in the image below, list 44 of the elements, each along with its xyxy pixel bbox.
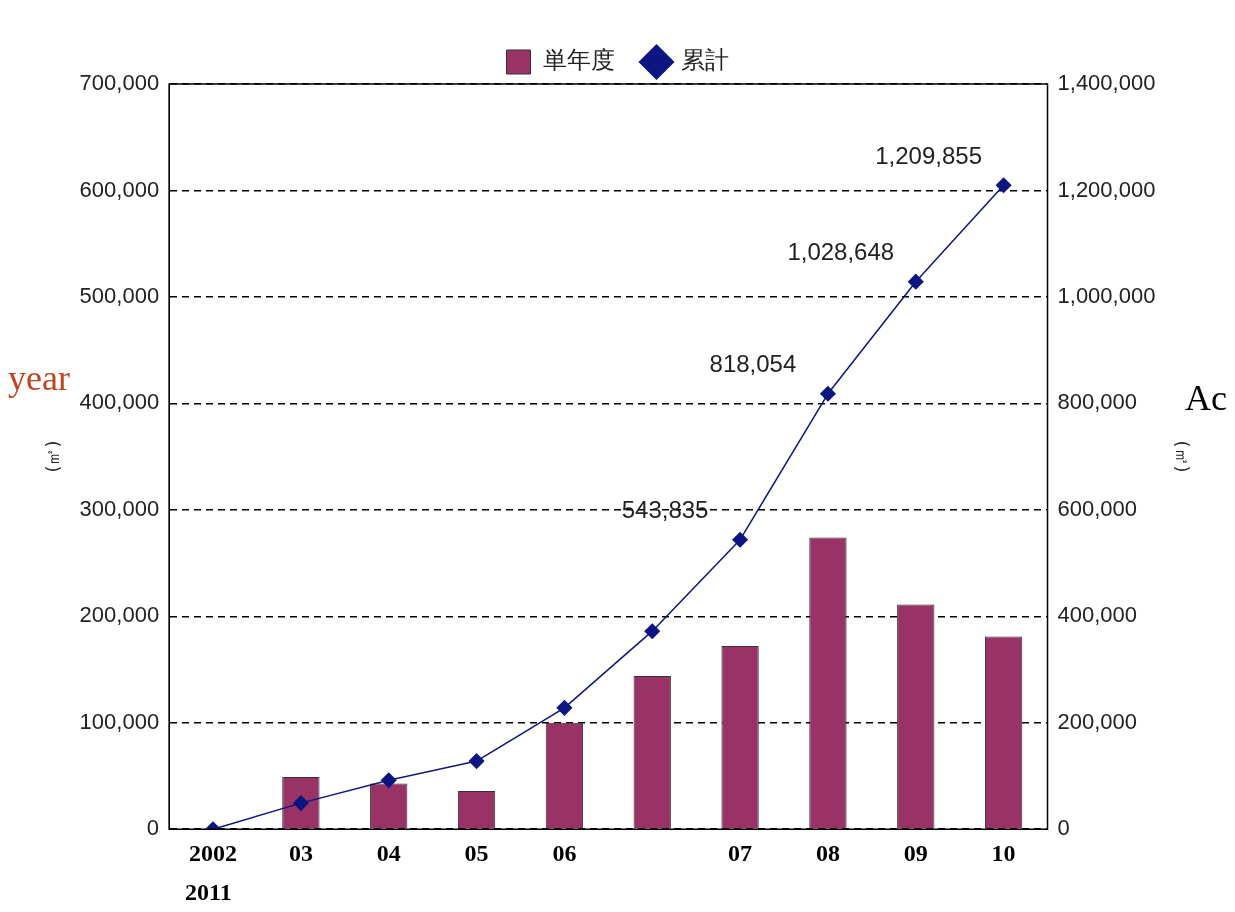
y-tick-label: 500,000 — [79, 282, 160, 308]
y-tick-label: 600,000 — [79, 176, 160, 202]
y2-tick-label: 600,000 — [1057, 495, 1138, 521]
y2-tick-label: 200,000 — [1057, 708, 1138, 734]
y-tick-label: 100,000 — [79, 708, 160, 734]
point — [908, 273, 924, 290]
y2-tick-label: 0 — [1057, 815, 1070, 841]
y2-tick-label: 1,400,000 — [1057, 70, 1156, 96]
point — [380, 772, 397, 788]
y2-axis-title: (㎡) — [1171, 440, 1193, 473]
x-tick-label: 03 — [288, 839, 313, 866]
y-tick-label: 200,000 — [79, 602, 160, 628]
x-tick-label: 10 — [991, 839, 1016, 866]
point — [556, 700, 573, 716]
data-label: 1,209,855 — [875, 141, 982, 169]
y-tick-label: 700,000 — [79, 70, 160, 96]
text: Ac — [1185, 376, 1227, 419]
x-tick-label: 08 — [815, 839, 840, 866]
data-label: 543,835 — [621, 496, 709, 524]
x-tick-label: 04 — [376, 839, 401, 866]
y2-tick-label: 800,000 — [1057, 389, 1138, 415]
text: year — [8, 356, 70, 399]
x-tick-label: 07 — [728, 839, 753, 866]
point — [468, 753, 485, 769]
point — [820, 386, 836, 402]
y-axis-title: (㎡) — [42, 440, 64, 473]
y2-tick-label: 1,000,000 — [1057, 282, 1156, 308]
y-tick-label: 300,000 — [79, 495, 160, 521]
point — [995, 177, 1012, 193]
legend-label: 累計 — [680, 46, 729, 75]
point — [644, 623, 660, 639]
x-tick-label: 06 — [552, 839, 577, 866]
y-tick-label: 400,000 — [79, 389, 160, 415]
y2-tick-label: 400,000 — [1057, 602, 1138, 628]
y2-tick-label: 1,200,000 — [1057, 176, 1156, 202]
x-tick-label: 05 — [464, 839, 489, 866]
x-tick-label: 2002 — [189, 839, 238, 866]
x-tick-label: 09 — [903, 839, 928, 866]
data-label: 818,054 — [709, 350, 797, 378]
y-tick-label: 0 — [146, 815, 160, 841]
data-label: 1,028,648 — [787, 238, 895, 266]
text: 2011 — [185, 879, 232, 907]
legend-label: 単年度 — [542, 46, 615, 75]
point — [732, 531, 748, 548]
